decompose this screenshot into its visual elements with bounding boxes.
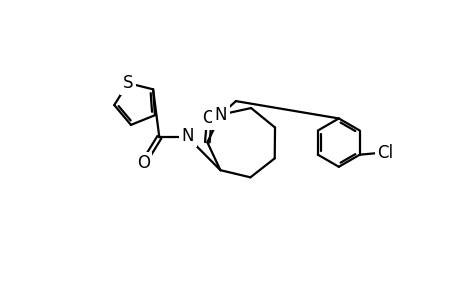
Text: O: O bbox=[202, 109, 215, 127]
Text: N: N bbox=[214, 106, 227, 124]
Text: N: N bbox=[181, 127, 194, 145]
Text: S: S bbox=[123, 74, 133, 92]
Text: Cl: Cl bbox=[377, 144, 393, 162]
Text: O: O bbox=[137, 154, 150, 172]
